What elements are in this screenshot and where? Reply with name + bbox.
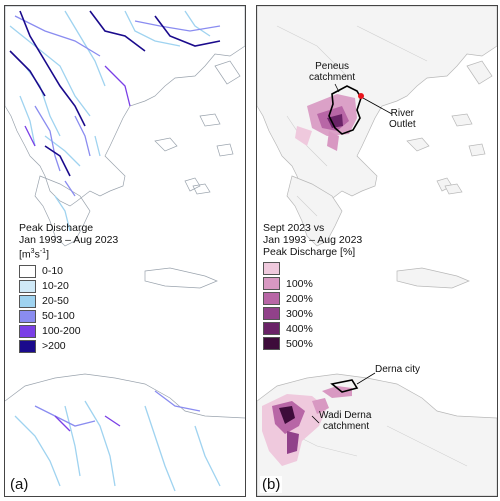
- discharge-legend-label: 0-10: [42, 265, 64, 277]
- discharge-legend-swatch: [19, 324, 36, 338]
- discharge-legend-swatch: [19, 279, 36, 293]
- panel-a-discharge-map: Peak Discharge Jan 1993 – Aug 2023 [m3s-…: [4, 5, 246, 497]
- discharge-legend-swatch: [19, 294, 36, 308]
- label-river-outlet: River Outlet: [389, 108, 416, 130]
- panel-label-a: (a): [8, 476, 31, 493]
- legend-title-b: Sept 2023 vs Jan 1993 – Aug 2023 Peak Di…: [263, 222, 362, 258]
- legend-b-classes: 100% 200% 300% 400% 500%: [263, 261, 362, 351]
- discharge-legend-label: 20-50: [42, 295, 69, 307]
- legend-b-title-line2: Jan 1993 – Aug 2023: [263, 234, 363, 246]
- relative-legend-label: 500%: [286, 337, 313, 350]
- discharge-legend-row: 100-200: [19, 324, 118, 339]
- label-peneus-catchment: Peneus catchment: [309, 61, 356, 83]
- wadi-derna-discharge-heat: [262, 386, 352, 466]
- label-wadi-derna-catchment: Wadi Derna catchment: [319, 410, 372, 432]
- relative-legend-swatch: [263, 307, 280, 320]
- relative-legend-swatch: [263, 277, 280, 290]
- relative-legend-row: 500%: [263, 336, 362, 351]
- relative-legend-row: 100%: [263, 276, 362, 291]
- relative-legend-swatch: [263, 322, 280, 335]
- relative-legend-swatch: [263, 292, 280, 305]
- relative-legend-swatch: [263, 337, 280, 350]
- legend-peak-discharge: Peak Discharge Jan 1993 – Aug 2023 [m3s-…: [19, 222, 118, 354]
- legend-b-title-line3: Peak Discharge [%]: [263, 246, 356, 258]
- panel-label-b: (b): [260, 476, 283, 493]
- discharge-legend-label: 50-100: [42, 310, 75, 322]
- legend-b-title-line1: Sept 2023 vs: [263, 222, 325, 234]
- relative-legend-row: 400%: [263, 321, 362, 336]
- relative-legend-label: 100%: [286, 277, 313, 290]
- relative-legend-row: 200%: [263, 291, 362, 306]
- map-greece-libya-relative: [257, 6, 497, 496]
- discharge-legend-row: 0-10: [19, 264, 118, 279]
- label-derna-city: Derna city: [375, 364, 421, 375]
- legend-relative-discharge: Sept 2023 vs Jan 1993 – Aug 2023 Peak Di…: [263, 222, 362, 351]
- peneus-discharge-heat: [295, 94, 357, 151]
- discharge-legend-row: 20-50: [19, 294, 118, 309]
- relative-legend-label: 200%: [286, 292, 313, 305]
- relative-legend-label: 300%: [286, 307, 313, 320]
- legend-title-line2: Jan 1993 – Aug 2023: [19, 234, 119, 246]
- discharge-legend-label: 10-20: [42, 280, 69, 292]
- river-outlet-marker: [358, 93, 364, 99]
- legend-title: Peak Discharge Jan 1993 – Aug 2023 [m3s-…: [19, 222, 118, 261]
- derna-city-outline: [330, 379, 359, 393]
- discharge-legend-label: 100-200: [42, 325, 81, 337]
- panel-b-relative-discharge-map: Peneus catchment River Outlet Derna city…: [256, 5, 498, 497]
- relative-legend-swatch: [263, 262, 280, 275]
- discharge-legend-swatch: [19, 309, 36, 323]
- relative-legend-row: 300%: [263, 306, 362, 321]
- discharge-legend-label: >200: [42, 340, 66, 352]
- discharge-legend-row: 50-100: [19, 309, 118, 324]
- discharge-legend-row: 10-20: [19, 279, 118, 294]
- relative-legend-label: 400%: [286, 322, 313, 335]
- legend-unit: [m3s-1]: [19, 248, 49, 261]
- map-greece-discharge: [5, 6, 245, 492]
- legend-title-line1: Peak Discharge: [19, 222, 94, 234]
- discharge-legend-swatch: [19, 264, 36, 278]
- peneus-catchment-outline: [328, 85, 362, 135]
- relative-legend-row: [263, 261, 362, 276]
- discharge-legend-row: >200: [19, 339, 118, 354]
- discharge-legend-swatch: [19, 339, 36, 353]
- legend-classes: 0-10 10-20 20-50 50-100 100-200 >200: [19, 264, 118, 354]
